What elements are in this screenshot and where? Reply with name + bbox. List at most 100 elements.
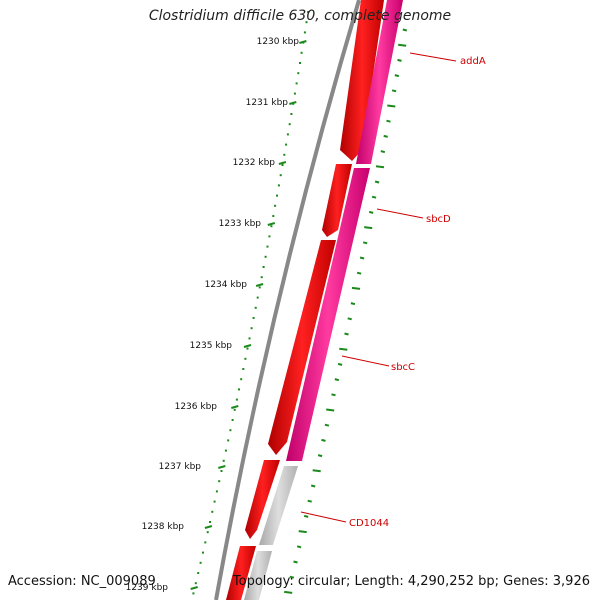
cds-feature[interactable] — [226, 546, 256, 600]
inner-scale-tick — [317, 454, 323, 458]
scale-dot — [192, 592, 195, 595]
gene-label-sbcc[interactable]: sbcC — [391, 362, 415, 373]
scale-label-1235: 1235 kbp — [190, 341, 233, 351]
leader-line — [341, 355, 390, 367]
inner-scale-tick — [321, 438, 326, 442]
inner-scale-tick — [326, 408, 335, 412]
inner-scale-tick — [312, 469, 321, 473]
scale-dot — [220, 470, 223, 472]
scale-dot — [233, 408, 236, 411]
scale-dot — [258, 286, 261, 289]
inner-scale-tick — [362, 241, 368, 245]
scale-dot — [256, 296, 259, 299]
leader-line — [376, 208, 424, 219]
gene-track — [244, 0, 403, 600]
scale-dot — [224, 449, 227, 452]
scale-major-tick — [278, 161, 287, 165]
cds-feature[interactable] — [245, 460, 280, 539]
scale-major-tick — [267, 222, 276, 226]
cds-feature[interactable] — [340, 0, 384, 161]
scale-label-1239: 1239 kbp — [126, 583, 169, 593]
inner-scale-tick — [289, 575, 295, 579]
scale-dot — [299, 62, 301, 64]
scale-dot — [283, 153, 286, 156]
scale-dot — [238, 388, 240, 391]
inner-scale-tick — [347, 317, 352, 321]
scale-dot — [248, 337, 251, 340]
scale-dot — [288, 123, 291, 126]
inner-scale-tick — [397, 58, 402, 62]
gene-feature-pseudo[interactable] — [259, 466, 298, 545]
scale-label-1236: 1236 kbp — [175, 402, 218, 412]
scale-dot — [250, 327, 253, 330]
scale-dot — [209, 521, 211, 523]
inner-scale-tick — [402, 28, 408, 32]
scale-dot — [300, 51, 303, 54]
inner-scale-tick — [284, 590, 293, 594]
inner-scale-tick — [398, 43, 407, 47]
map-title: Clostridium difficile 630, complete geno… — [148, 8, 452, 24]
inner-scale-tick — [394, 74, 400, 78]
scale-major-tick — [231, 405, 239, 409]
scale-dot — [266, 245, 269, 248]
scale-dot — [222, 459, 225, 462]
scale-label-1230: 1230 kbp — [257, 37, 300, 47]
scale-dot — [215, 490, 218, 493]
scale-dot — [213, 500, 216, 503]
scale-dot — [244, 357, 247, 360]
gene-feature[interactable] — [286, 168, 370, 461]
accession-text: Accession: NC_009089 — [8, 574, 156, 589]
inner-scale-tick — [359, 256, 365, 260]
cds-track — [226, 0, 384, 600]
inner-scale-tick — [334, 378, 340, 382]
scale-dot — [194, 582, 197, 585]
scale-dot — [264, 255, 267, 258]
inner-scale-tick — [356, 271, 362, 275]
scale-label-1233: 1233 kbp — [219, 219, 262, 229]
scale-dot — [270, 225, 273, 228]
inner-scale-tick — [296, 545, 302, 549]
gene-feature-pseudo[interactable] — [244, 551, 272, 600]
inner-scale-tick — [371, 195, 377, 199]
scale-dot — [286, 133, 289, 136]
cds-feature[interactable] — [322, 164, 352, 237]
scale-label-1237: 1237 kbp — [159, 462, 202, 472]
inner-scale-tick — [344, 332, 349, 336]
inner-scale-tick — [387, 104, 396, 108]
inner-scale-tick — [351, 286, 361, 290]
gene-label-sbcd[interactable]: sbcD — [426, 214, 451, 225]
scale-dot — [272, 215, 275, 217]
inner-scale-tick — [383, 134, 388, 138]
scale-major-tick — [204, 525, 213, 529]
scale-dot — [246, 347, 249, 350]
scale-dot — [293, 92, 296, 95]
scale-dot — [240, 378, 243, 381]
leader-line — [409, 52, 457, 62]
scale-major-tick — [218, 465, 226, 469]
gene-feature[interactable] — [356, 0, 403, 164]
scale-dot — [260, 276, 263, 279]
scale-dot — [305, 21, 308, 24]
inner-scale-tick — [375, 165, 385, 169]
inner-scale-tick — [391, 89, 397, 93]
gene-label-adda[interactable]: addA — [460, 56, 486, 67]
scale-dot — [295, 82, 298, 85]
scale-dot — [279, 174, 282, 177]
inner-scale-tick — [331, 393, 336, 397]
inner-scale-tick — [303, 514, 309, 518]
scale-label-1238: 1238 kbp — [142, 522, 185, 532]
scale-dot — [252, 317, 255, 319]
scale-dot — [303, 31, 306, 34]
gene-label-cd1044[interactable]: CD1044 — [349, 518, 389, 529]
scale-dot — [277, 184, 280, 187]
scale-dot — [197, 572, 200, 574]
scale-dot — [262, 266, 265, 268]
scale-major-ticks — [190, 40, 307, 590]
scale-dot — [204, 541, 207, 544]
inner-scale-tick — [298, 530, 307, 534]
inner-scale-tick — [324, 423, 330, 427]
scale-dot — [297, 72, 300, 75]
cds-feature[interactable] — [268, 240, 336, 455]
scale-major-tick — [190, 586, 198, 590]
